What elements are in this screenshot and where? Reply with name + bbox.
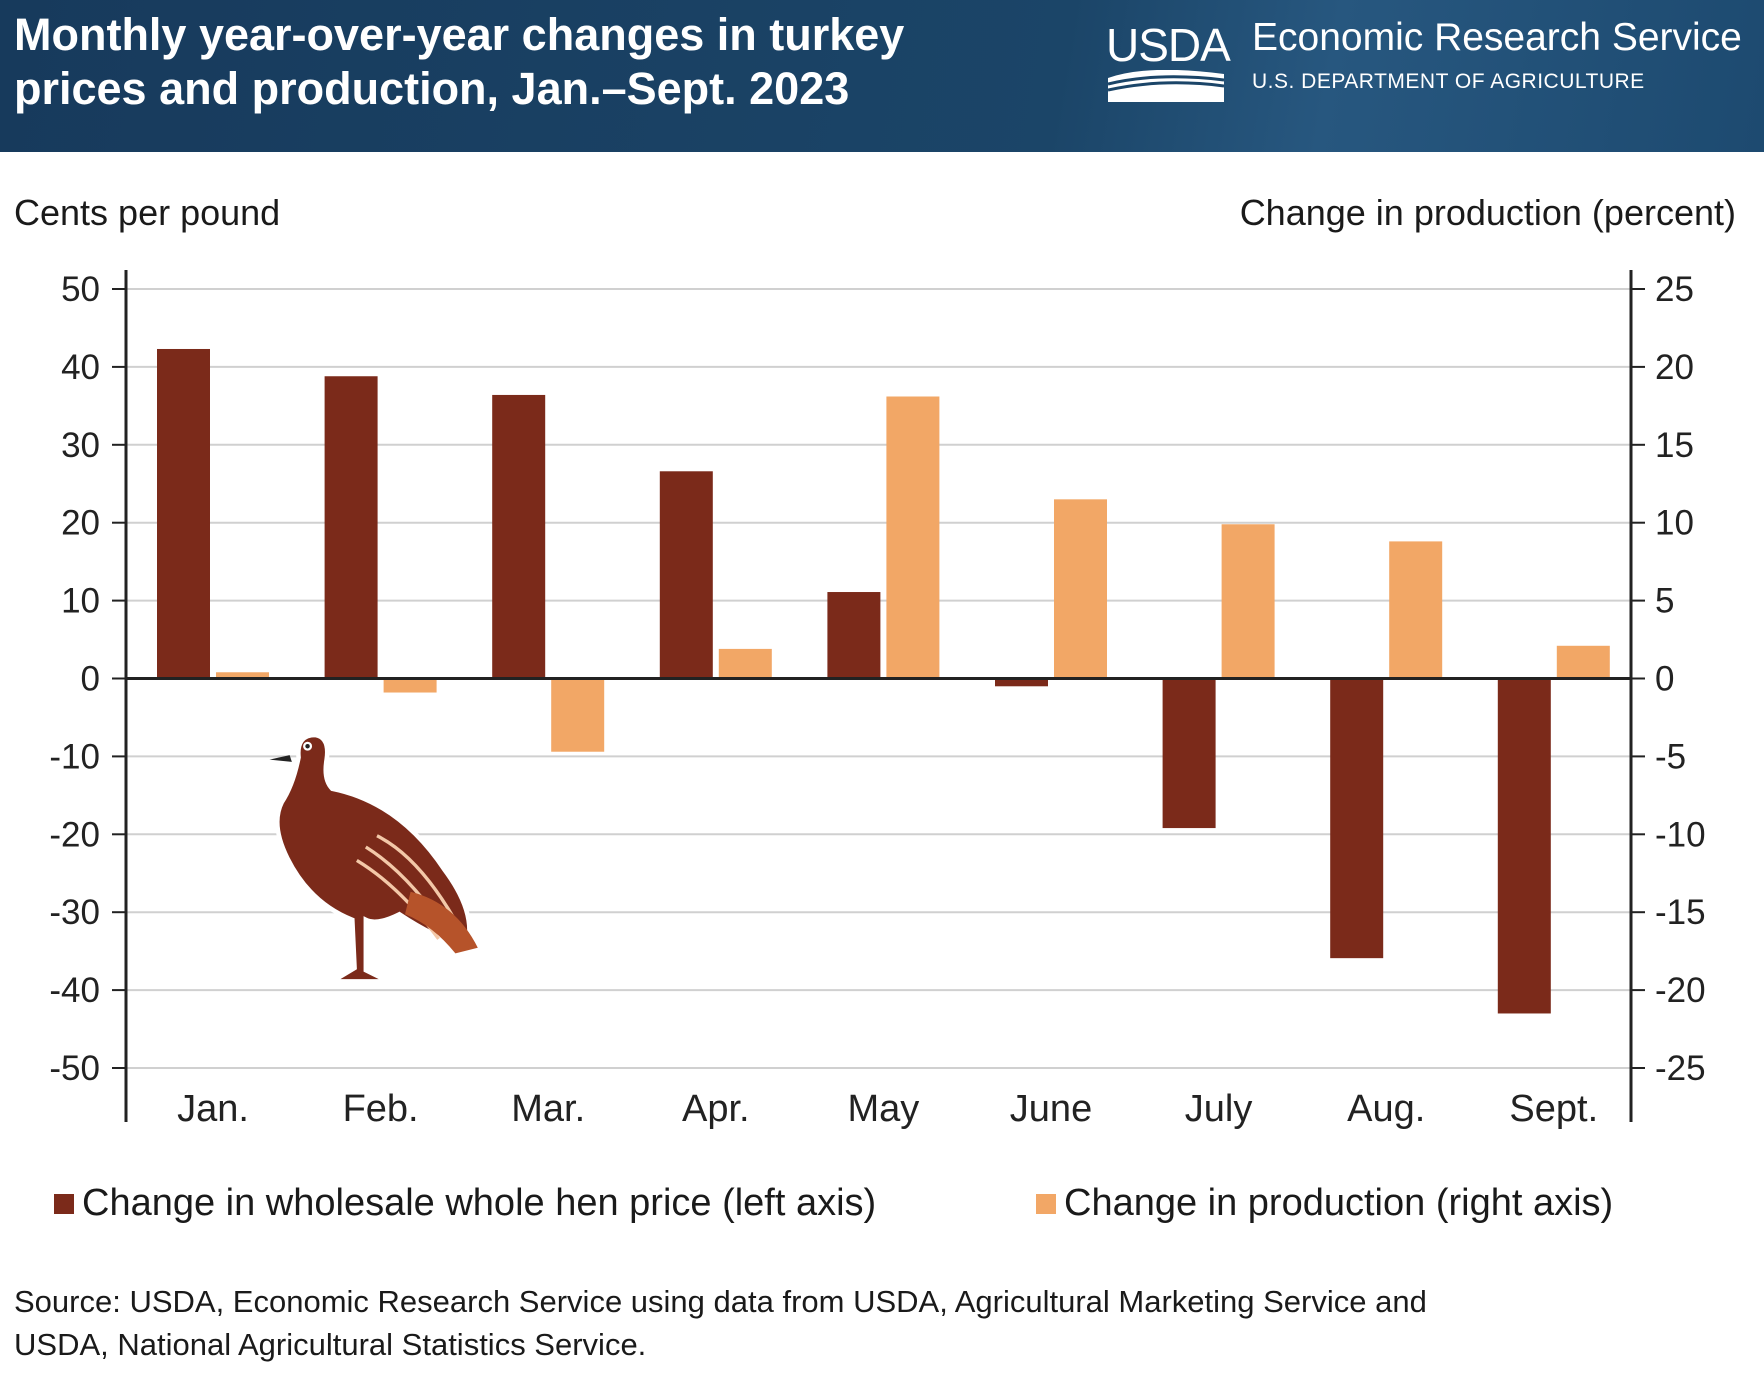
legend-swatch-price <box>54 1193 74 1214</box>
dept-name: U.S. DEPARTMENT OF AGRICULTURE <box>1252 70 1645 93</box>
right-tick-label: -10 <box>1655 815 1706 854</box>
category-label: Apr. <box>682 1088 750 1130</box>
right-axis-label: Change in production (percent) <box>1239 192 1736 233</box>
right-tick-label: -5 <box>1655 737 1686 776</box>
bar-production <box>551 678 605 752</box>
bar-price <box>1330 678 1384 959</box>
left-tick-label: -20 <box>49 815 100 854</box>
usda-logo-icon <box>1108 70 1224 102</box>
bar-price <box>492 394 546 679</box>
right-tick-label: 25 <box>1655 270 1694 309</box>
category-label: May <box>848 1088 920 1130</box>
left-tick-label: -10 <box>49 737 100 776</box>
left-tick-label: 50 <box>61 270 100 309</box>
category-label: July <box>1185 1088 1253 1130</box>
bar-production <box>383 678 437 693</box>
legend-label-price: Change in wholesale whole hen price (lef… <box>82 1182 877 1224</box>
bar-price <box>157 348 210 679</box>
bar-price <box>1497 678 1551 1014</box>
legend-item-price: Change in wholesale whole hen price (lef… <box>54 1182 876 1225</box>
legend-label-production: Change in production (right axis) <box>1064 1182 1614 1224</box>
right-tick-label: -25 <box>1655 1049 1706 1088</box>
bar-price <box>827 592 881 679</box>
usda-logo-text: USDA <box>1106 19 1231 71</box>
bar-production <box>1556 645 1610 679</box>
category-label: Jan. <box>177 1088 249 1130</box>
left-tick-label: 0 <box>81 660 100 699</box>
header-banner: Monthly year-over-year changes in turkey… <box>0 0 1764 152</box>
right-tick-label: -15 <box>1655 893 1706 932</box>
org-name: Economic Research Service <box>1252 16 1742 59</box>
chart-title: Monthly year-over-year changes in turkey… <box>14 9 905 114</box>
bar-production <box>1054 499 1107 679</box>
left-tick-label: -40 <box>49 971 100 1010</box>
left-tick-label: -50 <box>49 1049 100 1088</box>
turkey-illustration <box>269 732 478 984</box>
bar-production <box>1221 524 1275 679</box>
right-tick-label: 15 <box>1655 426 1694 465</box>
legend-item-production: Change in production (right axis) <box>1036 1182 1613 1225</box>
category-label: Aug. <box>1347 1088 1425 1130</box>
category-label: June <box>1010 1088 1092 1130</box>
bar-production <box>886 396 940 679</box>
legend-swatch-production <box>1036 1193 1056 1214</box>
right-tick-label: 0 <box>1655 660 1674 699</box>
category-label: Mar. <box>511 1088 585 1130</box>
left-tick-label: -30 <box>49 893 100 932</box>
right-tick-label: -20 <box>1655 971 1706 1010</box>
right-tick-label: 5 <box>1655 582 1674 621</box>
category-label: Sept. <box>1509 1088 1598 1130</box>
right-tick-label: 20 <box>1655 348 1694 387</box>
bar-price <box>995 678 1048 687</box>
bar-price <box>659 471 713 679</box>
left-tick-label: 40 <box>61 348 100 387</box>
bar-production <box>216 672 269 679</box>
bar-production <box>1389 541 1443 679</box>
right-tick-label: 10 <box>1655 504 1694 543</box>
source-note: Source: USDA, Economic Research Service … <box>14 1284 1427 1362</box>
category-label: Feb. <box>343 1088 419 1130</box>
left-tick-label: 30 <box>61 426 100 465</box>
left-axis-label: Cents per pound <box>14 192 281 233</box>
bar-production <box>718 648 772 679</box>
left-tick-label: 20 <box>61 504 100 543</box>
left-tick-label: 10 <box>61 582 100 621</box>
bar-price <box>1162 678 1216 829</box>
bar-price <box>324 376 378 679</box>
